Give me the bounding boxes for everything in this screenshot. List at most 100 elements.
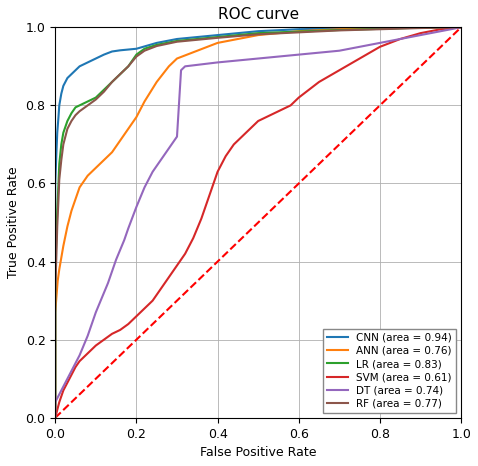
ANN (area = 0.76): [215, 40, 220, 46]
LR (area = 0.83): [58, 142, 64, 147]
ANN (area = 0.76): [53, 415, 58, 421]
DT (area = 0.74): [150, 169, 155, 175]
DT (area = 0.74): [89, 321, 95, 327]
CNN (area = 0.94): [54, 150, 59, 155]
SVM (area = 0.61): [133, 314, 139, 319]
DT (area = 0.74): [53, 415, 58, 421]
SVM (area = 0.61): [61, 388, 66, 393]
DT (area = 0.74): [105, 280, 111, 286]
CNN (area = 0.94): [133, 46, 139, 52]
ANN (area = 0.76): [125, 126, 131, 131]
CNN (area = 0.94): [117, 48, 123, 53]
Y-axis label: True Positive Rate: True Positive Rate: [7, 167, 20, 278]
LR (area = 0.83): [85, 99, 90, 104]
SVM (area = 0.61): [101, 337, 107, 343]
ANN (area = 0.76): [55, 278, 61, 284]
DT (area = 0.74): [121, 237, 127, 243]
SVM (area = 0.61): [397, 36, 403, 42]
DT (area = 0.74): [174, 134, 180, 139]
LR (area = 0.83): [76, 103, 82, 108]
RF (area = 0.77): [133, 54, 139, 59]
CNN (area = 0.94): [125, 47, 131, 52]
ANN (area = 0.76): [458, 25, 464, 30]
DT (area = 0.74): [113, 257, 119, 262]
Legend: CNN (area = 0.94), ANN (area = 0.76), LR (area = 0.83), SVM (area = 0.61), DT (a: CNN (area = 0.94), ANN (area = 0.76), LR…: [323, 329, 456, 412]
DT (area = 0.74): [166, 145, 172, 151]
LR (area = 0.83): [53, 270, 58, 276]
RF (area = 0.77): [53, 290, 58, 295]
SVM (area = 0.61): [68, 372, 74, 377]
RF (area = 0.77): [85, 103, 90, 108]
DT (area = 0.74): [56, 391, 62, 397]
LR (area = 0.83): [154, 42, 160, 48]
ANN (area = 0.76): [255, 32, 261, 38]
ANN (area = 0.76): [337, 27, 342, 32]
DT (area = 0.74): [182, 63, 188, 69]
SVM (area = 0.61): [141, 306, 147, 311]
LR (area = 0.83): [174, 38, 180, 44]
ANN (area = 0.76): [53, 309, 58, 315]
X-axis label: False Positive Rate: False Positive Rate: [200, 446, 316, 459]
RF (area = 0.77): [125, 63, 131, 69]
LR (area = 0.83): [53, 415, 58, 421]
SVM (area = 0.61): [190, 235, 196, 241]
RF (area = 0.77): [215, 35, 220, 41]
CNN (area = 0.94): [174, 36, 180, 42]
LR (area = 0.83): [125, 63, 131, 69]
CNN (area = 0.94): [296, 27, 302, 32]
DT (area = 0.74): [255, 56, 261, 62]
LR (area = 0.83): [54, 208, 60, 213]
DT (area = 0.74): [101, 290, 107, 295]
DT (area = 0.74): [178, 68, 184, 73]
LR (area = 0.83): [255, 30, 261, 36]
LR (area = 0.83): [65, 118, 70, 124]
DT (area = 0.74): [85, 333, 90, 339]
SVM (area = 0.61): [231, 142, 237, 147]
SVM (area = 0.61): [263, 114, 269, 120]
SVM (area = 0.61): [198, 216, 204, 221]
LR (area = 0.83): [56, 161, 62, 167]
RF (area = 0.77): [93, 97, 98, 103]
CNN (area = 0.94): [68, 71, 74, 77]
SVM (area = 0.61): [158, 286, 163, 292]
DT (area = 0.74): [377, 40, 383, 46]
DT (area = 0.74): [117, 247, 123, 253]
LR (area = 0.83): [61, 130, 66, 136]
DT (area = 0.74): [141, 185, 147, 190]
DT (area = 0.74): [125, 226, 131, 231]
ANN (area = 0.76): [76, 185, 82, 190]
SVM (area = 0.61): [357, 56, 362, 62]
Line: SVM (area = 0.61): SVM (area = 0.61): [55, 27, 461, 418]
DT (area = 0.74): [65, 376, 70, 382]
CNN (area = 0.94): [337, 26, 342, 31]
RF (area = 0.77): [255, 32, 261, 37]
SVM (area = 0.61): [109, 331, 115, 336]
ANN (area = 0.76): [154, 79, 160, 85]
SVM (area = 0.61): [418, 30, 424, 36]
CNN (area = 0.94): [55, 114, 61, 120]
CNN (area = 0.94): [58, 91, 64, 96]
RF (area = 0.77): [55, 196, 61, 202]
CNN (area = 0.94): [54, 130, 60, 136]
RF (area = 0.77): [141, 48, 147, 54]
SVM (area = 0.61): [377, 44, 383, 49]
SVM (area = 0.61): [206, 192, 212, 198]
ANN (area = 0.76): [133, 114, 139, 120]
SVM (area = 0.61): [93, 343, 98, 348]
LR (area = 0.83): [73, 104, 78, 110]
SVM (area = 0.61): [288, 103, 293, 108]
CNN (area = 0.94): [53, 415, 58, 421]
SVM (area = 0.61): [182, 251, 188, 257]
ANN (area = 0.76): [117, 138, 123, 144]
ANN (area = 0.76): [195, 48, 200, 54]
DT (area = 0.74): [109, 268, 115, 274]
CNN (area = 0.94): [154, 40, 160, 46]
LR (area = 0.83): [458, 25, 464, 30]
SVM (area = 0.61): [337, 68, 342, 73]
ANN (area = 0.76): [377, 25, 383, 31]
ANN (area = 0.76): [73, 196, 78, 202]
DT (area = 0.74): [93, 309, 98, 315]
SVM (area = 0.61): [239, 134, 245, 139]
CNN (area = 0.94): [73, 68, 78, 73]
RF (area = 0.77): [65, 126, 70, 131]
